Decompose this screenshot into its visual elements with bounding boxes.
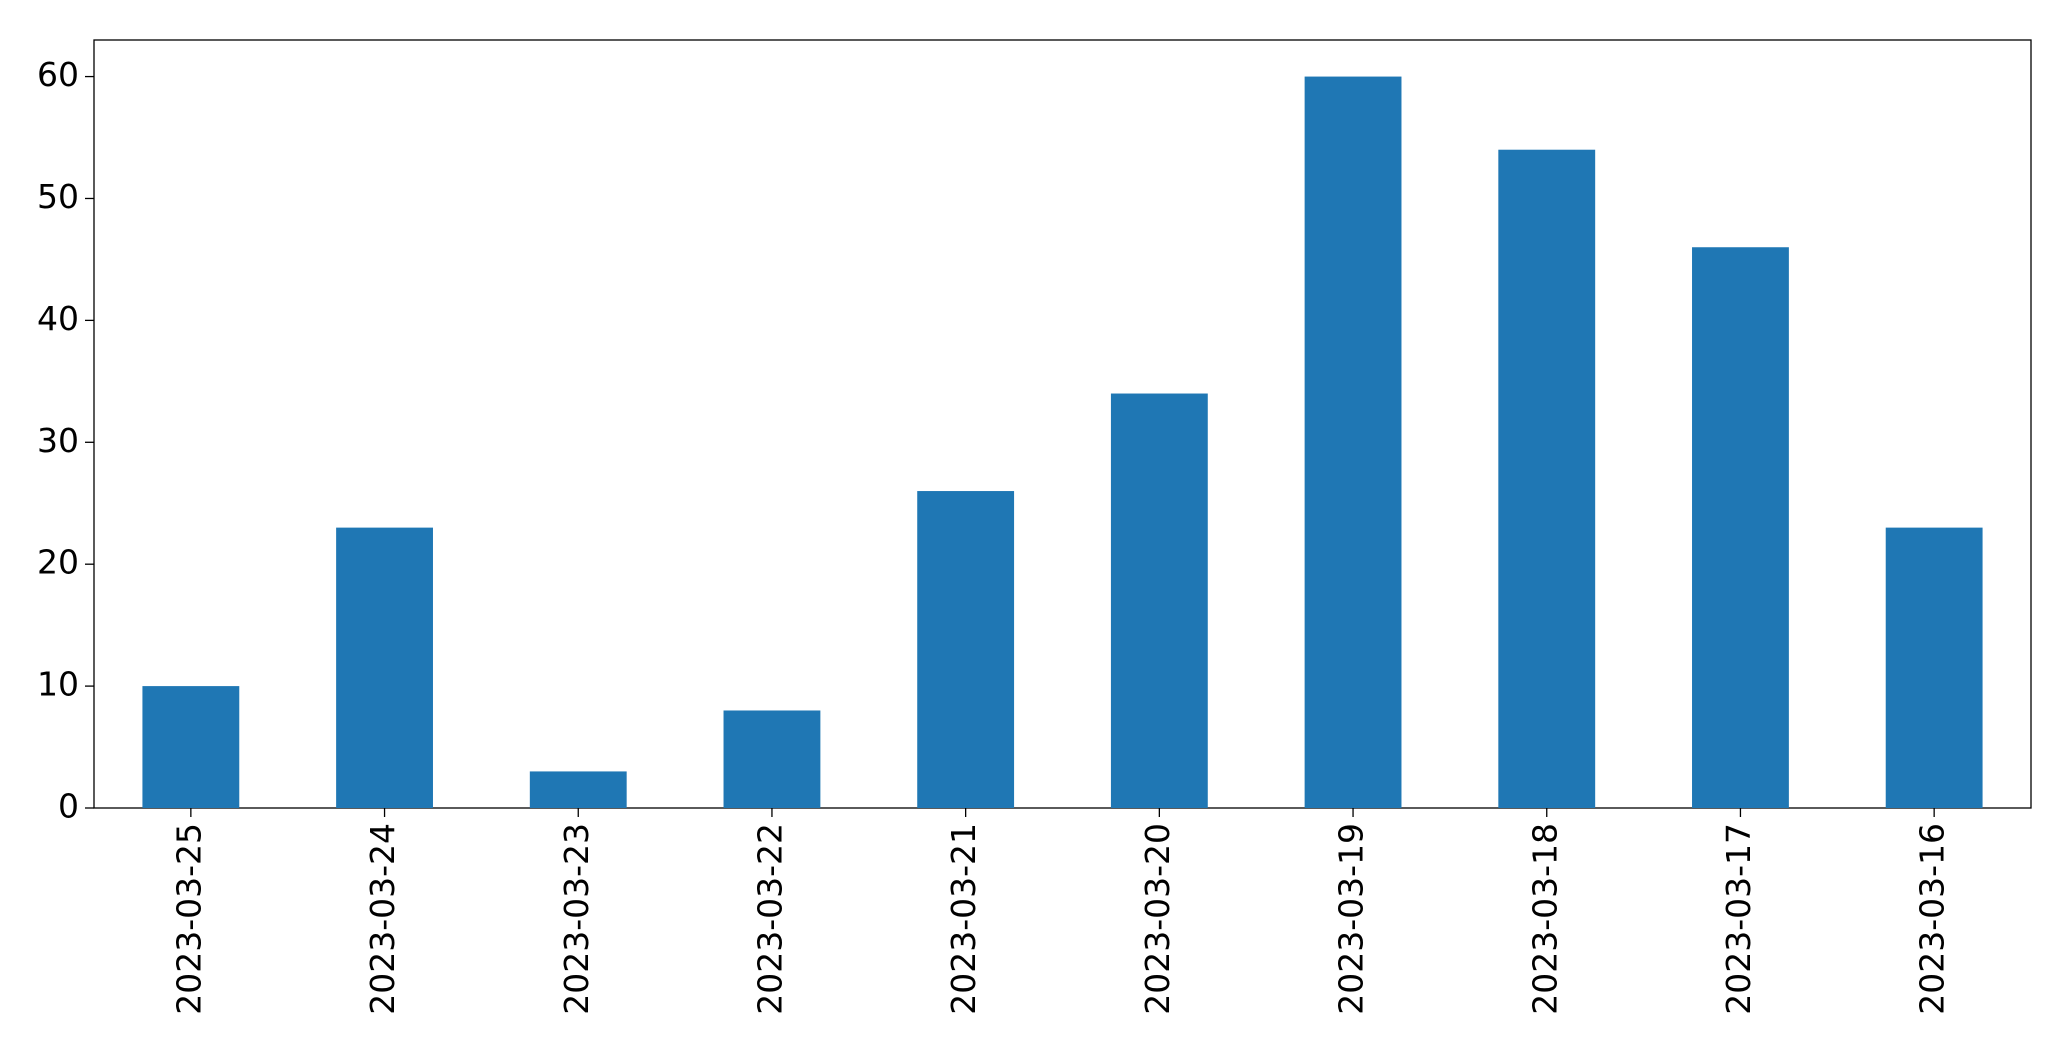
y-tick-label: 30 xyxy=(37,421,79,460)
y-tick-label: 20 xyxy=(37,543,79,582)
x-tick-label: 2023-03-16 xyxy=(1913,823,1952,1015)
plot-frame xyxy=(93,39,2032,809)
bar xyxy=(1885,527,1983,808)
x-tick-label: 2023-03-24 xyxy=(363,823,402,1015)
bar xyxy=(917,491,1015,808)
bar xyxy=(336,527,433,808)
y-tick-label: 40 xyxy=(37,299,79,338)
x-tick-label: 2023-03-25 xyxy=(169,823,208,1015)
x-tick-label: 2023-03-19 xyxy=(1332,823,1371,1015)
bar xyxy=(142,686,240,808)
bar xyxy=(1110,393,1208,808)
x-tick-label: 2023-03-17 xyxy=(1719,823,1758,1015)
bar xyxy=(529,771,627,808)
x-tick-label: 2023-03-18 xyxy=(1525,823,1564,1015)
y-tick-label: 50 xyxy=(37,177,79,216)
x-tick-label: 2023-03-22 xyxy=(750,823,789,1015)
y-tick-label: 10 xyxy=(37,665,79,704)
bar xyxy=(723,710,821,808)
bar xyxy=(1692,247,1789,808)
y-tick-label: 0 xyxy=(58,787,79,826)
y-tick-label: 60 xyxy=(37,55,79,94)
x-tick-label: 2023-03-23 xyxy=(557,823,596,1015)
x-tick-label: 2023-03-21 xyxy=(944,823,983,1015)
bar xyxy=(1498,149,1596,808)
x-tick-label: 2023-03-20 xyxy=(1138,823,1177,1015)
bar xyxy=(1304,76,1402,809)
